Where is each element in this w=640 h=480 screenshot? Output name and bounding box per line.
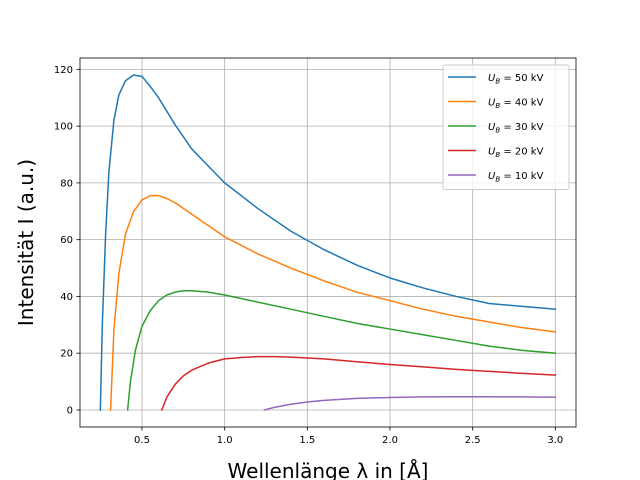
legend-label-rest: = 40 kV xyxy=(500,98,543,109)
legend-label-var: U xyxy=(488,147,496,158)
legend-label: UB = 20 kV xyxy=(488,147,544,160)
y-tick-label: 60 xyxy=(60,235,73,246)
legend-label-rest: = 20 kV xyxy=(500,147,543,158)
legend-label: UB = 10 kV xyxy=(488,171,544,184)
legend-label-rest: = 50 kV xyxy=(500,73,543,84)
series-line-1 xyxy=(109,194,557,411)
y-tick-label: 100 xyxy=(54,122,73,133)
legend-label-rest: = 10 kV xyxy=(500,171,543,182)
legend-label-sub: B xyxy=(495,102,500,110)
series-line-0 xyxy=(99,74,557,411)
legend-label-var: U xyxy=(488,122,496,133)
legend-label: UB = 50 kV xyxy=(488,73,544,86)
x-axis-ticks: 0.5 1.0 1.5 2.0 2.5 3.0 xyxy=(134,427,563,446)
plot-frame xyxy=(79,57,577,428)
x-tick-label: 3.0 xyxy=(547,435,563,446)
legend-entry: UB = 40 kV xyxy=(448,98,544,111)
legend-label-var: U xyxy=(488,73,496,84)
series-line-4 xyxy=(263,396,557,411)
legend-label-sub: B xyxy=(495,127,500,135)
x-tick-label: 0.5 xyxy=(134,435,150,446)
series-layer xyxy=(99,74,557,411)
x-tick-label: 2.0 xyxy=(382,435,398,446)
legend-label-var: U xyxy=(488,98,496,109)
legend-entry: UB = 50 kV xyxy=(448,73,544,86)
y-axis-label: Intensität I (a.u.) xyxy=(14,159,38,326)
y-tick-label: 120 xyxy=(54,65,73,76)
legend-entry: UB = 20 kV xyxy=(448,147,544,160)
legend-label-sub: B xyxy=(495,151,500,159)
legend-entry: UB = 30 kV xyxy=(448,122,544,135)
legend-label: UB = 30 kV xyxy=(488,122,544,135)
y-tick-label: 20 xyxy=(60,349,73,360)
legend-entry: UB = 10 kV xyxy=(448,171,544,184)
x-tick-label: 1.0 xyxy=(217,435,233,446)
x-axis-label: Wellenlänge λ in [Å] xyxy=(228,459,429,480)
x-tick-label: 2.5 xyxy=(465,435,481,446)
series-line-3 xyxy=(160,355,557,411)
legend-box xyxy=(442,64,570,190)
legend-label-sub: B xyxy=(495,78,500,86)
y-tick-label: 80 xyxy=(60,178,73,189)
legend-label-rest: = 30 kV xyxy=(500,122,543,133)
legend-label-sub: B xyxy=(495,176,500,184)
series-line-2 xyxy=(126,290,557,411)
y-tick-label: 0 xyxy=(67,405,73,416)
legend-label-var: U xyxy=(488,171,496,182)
y-tick-label: 40 xyxy=(60,292,73,303)
x-tick-label: 1.5 xyxy=(299,435,315,446)
legend-label: UB = 40 kV xyxy=(488,98,544,111)
y-axis-ticks: 0 20 40 60 80 100 120 xyxy=(54,65,80,416)
